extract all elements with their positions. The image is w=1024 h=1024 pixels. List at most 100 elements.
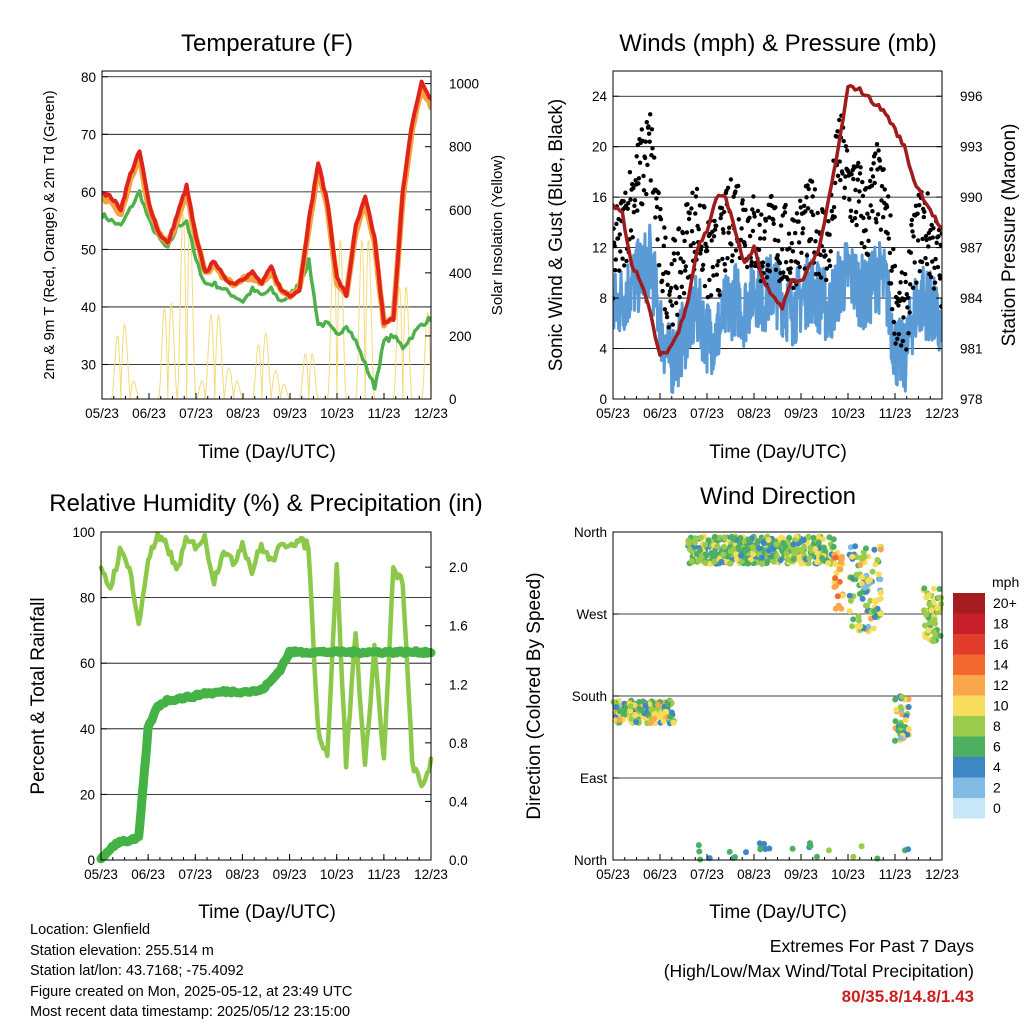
y-tick-label: 100 bbox=[72, 525, 95, 540]
gust-point bbox=[708, 293, 714, 298]
direction-point bbox=[874, 855, 881, 862]
gust-point bbox=[728, 177, 734, 182]
gust-point bbox=[687, 211, 692, 216]
gust-point bbox=[895, 336, 900, 341]
y-tick-label: 8 bbox=[599, 291, 607, 306]
x-tick-label: 08/23 bbox=[737, 867, 771, 882]
direction-point bbox=[836, 566, 843, 573]
direction-point bbox=[930, 638, 937, 645]
y2-tick-label: 996 bbox=[960, 89, 983, 104]
x-tick-label: 10/23 bbox=[831, 867, 865, 882]
gust-point bbox=[672, 258, 677, 263]
gust-point bbox=[860, 193, 866, 199]
humidity-axes: 0 20 40 60 80 100 0.0 0.4 0.8 1.2 1.6 2.0 05/23 06/23… bbox=[72, 525, 468, 882]
x-tick-label: 09/23 bbox=[784, 867, 818, 882]
temp-2m-line bbox=[102, 79, 431, 326]
direction-point bbox=[745, 537, 752, 544]
gust-point bbox=[841, 138, 846, 144]
direction-point bbox=[651, 715, 658, 722]
extremes-title: Extremes For Past 7 Days bbox=[769, 936, 974, 956]
direction-point bbox=[892, 696, 899, 703]
gust-point bbox=[722, 262, 727, 267]
direction-point bbox=[923, 611, 930, 618]
direction-point bbox=[897, 722, 904, 729]
direction-point bbox=[905, 846, 912, 853]
gust-point bbox=[755, 208, 761, 214]
direction-point bbox=[857, 623, 864, 630]
gust-point bbox=[930, 259, 935, 264]
winds-xlabel: Time (Day/UTC) bbox=[709, 442, 847, 463]
gust-point bbox=[902, 297, 907, 302]
gust-point bbox=[791, 218, 797, 223]
direction-point bbox=[856, 590, 863, 597]
gust-point bbox=[690, 190, 695, 195]
direction-point bbox=[805, 533, 812, 540]
gust-point bbox=[653, 215, 658, 220]
station-location: Location: Glenfield bbox=[30, 922, 151, 938]
gust-point bbox=[874, 220, 879, 225]
gust-point bbox=[797, 264, 802, 270]
direction-point bbox=[905, 704, 912, 710]
precipitation-line bbox=[96, 646, 436, 864]
direction-point bbox=[831, 584, 838, 590]
direction-point bbox=[724, 553, 731, 560]
x-tick-label: 12/23 bbox=[414, 867, 448, 882]
gust-point bbox=[896, 303, 901, 308]
gust-point bbox=[851, 176, 856, 182]
temperature-xlabel: Time (Day/UTC) bbox=[198, 442, 336, 463]
gust-point bbox=[644, 120, 649, 125]
gust-point bbox=[729, 242, 734, 247]
gust-point bbox=[782, 210, 788, 215]
gust-point bbox=[924, 261, 930, 267]
gust-point bbox=[731, 194, 736, 199]
gust-point bbox=[714, 223, 719, 228]
direction-point bbox=[812, 546, 819, 552]
gust-point bbox=[662, 307, 668, 312]
gust-point bbox=[698, 251, 703, 256]
gust-point bbox=[681, 259, 686, 264]
direction-point bbox=[820, 544, 827, 551]
direction-point bbox=[633, 719, 640, 725]
direction-point bbox=[814, 559, 820, 565]
legend-swatch bbox=[953, 593, 985, 614]
direction-point bbox=[922, 622, 928, 629]
winds-axes: 0 4 8 12 16 20 24 978 981 984 987 990 993 996 05/23 06/… bbox=[592, 89, 983, 421]
gust-point bbox=[729, 258, 735, 264]
gust-point bbox=[868, 203, 873, 208]
direction-point bbox=[774, 553, 780, 560]
gust-point bbox=[888, 213, 893, 218]
direction-point bbox=[832, 575, 839, 582]
gust-point bbox=[874, 142, 880, 147]
gust-point bbox=[677, 294, 682, 300]
direction-grid bbox=[613, 531, 942, 861]
direction-point bbox=[721, 535, 728, 542]
direction-point bbox=[819, 555, 826, 561]
gust-point bbox=[613, 240, 617, 245]
gust-point bbox=[680, 230, 686, 236]
gust-point bbox=[906, 331, 911, 336]
direction-point bbox=[853, 571, 860, 578]
gust-point bbox=[823, 253, 828, 258]
gust-point bbox=[827, 232, 832, 237]
gust-point bbox=[826, 258, 832, 263]
gust-point bbox=[888, 281, 894, 286]
direction-point bbox=[627, 707, 634, 714]
y2-tick-label: 1.6 bbox=[449, 619, 468, 634]
gust-point bbox=[666, 270, 671, 276]
direction-point bbox=[871, 597, 878, 604]
humidity-title: Relative Humidity (%) & Precipitation (i… bbox=[49, 490, 482, 517]
temperature-grid bbox=[102, 76, 431, 365]
gust-point bbox=[691, 241, 696, 246]
x-tick-label: 09/23 bbox=[273, 867, 307, 882]
direction-point bbox=[636, 705, 643, 712]
station-info: Location: Glenfield Station elevation: 2… bbox=[30, 920, 352, 1023]
gust-point bbox=[915, 238, 921, 243]
direction-point bbox=[863, 545, 869, 552]
gust-point bbox=[666, 325, 671, 330]
direction-ylabel-left: Direction (Colored By Speed) bbox=[524, 572, 545, 819]
gust-point bbox=[812, 187, 818, 192]
direction-point bbox=[814, 853, 820, 860]
gust-point bbox=[873, 216, 878, 222]
x-tick-label: 06/23 bbox=[643, 406, 677, 421]
direction-point bbox=[647, 720, 654, 726]
